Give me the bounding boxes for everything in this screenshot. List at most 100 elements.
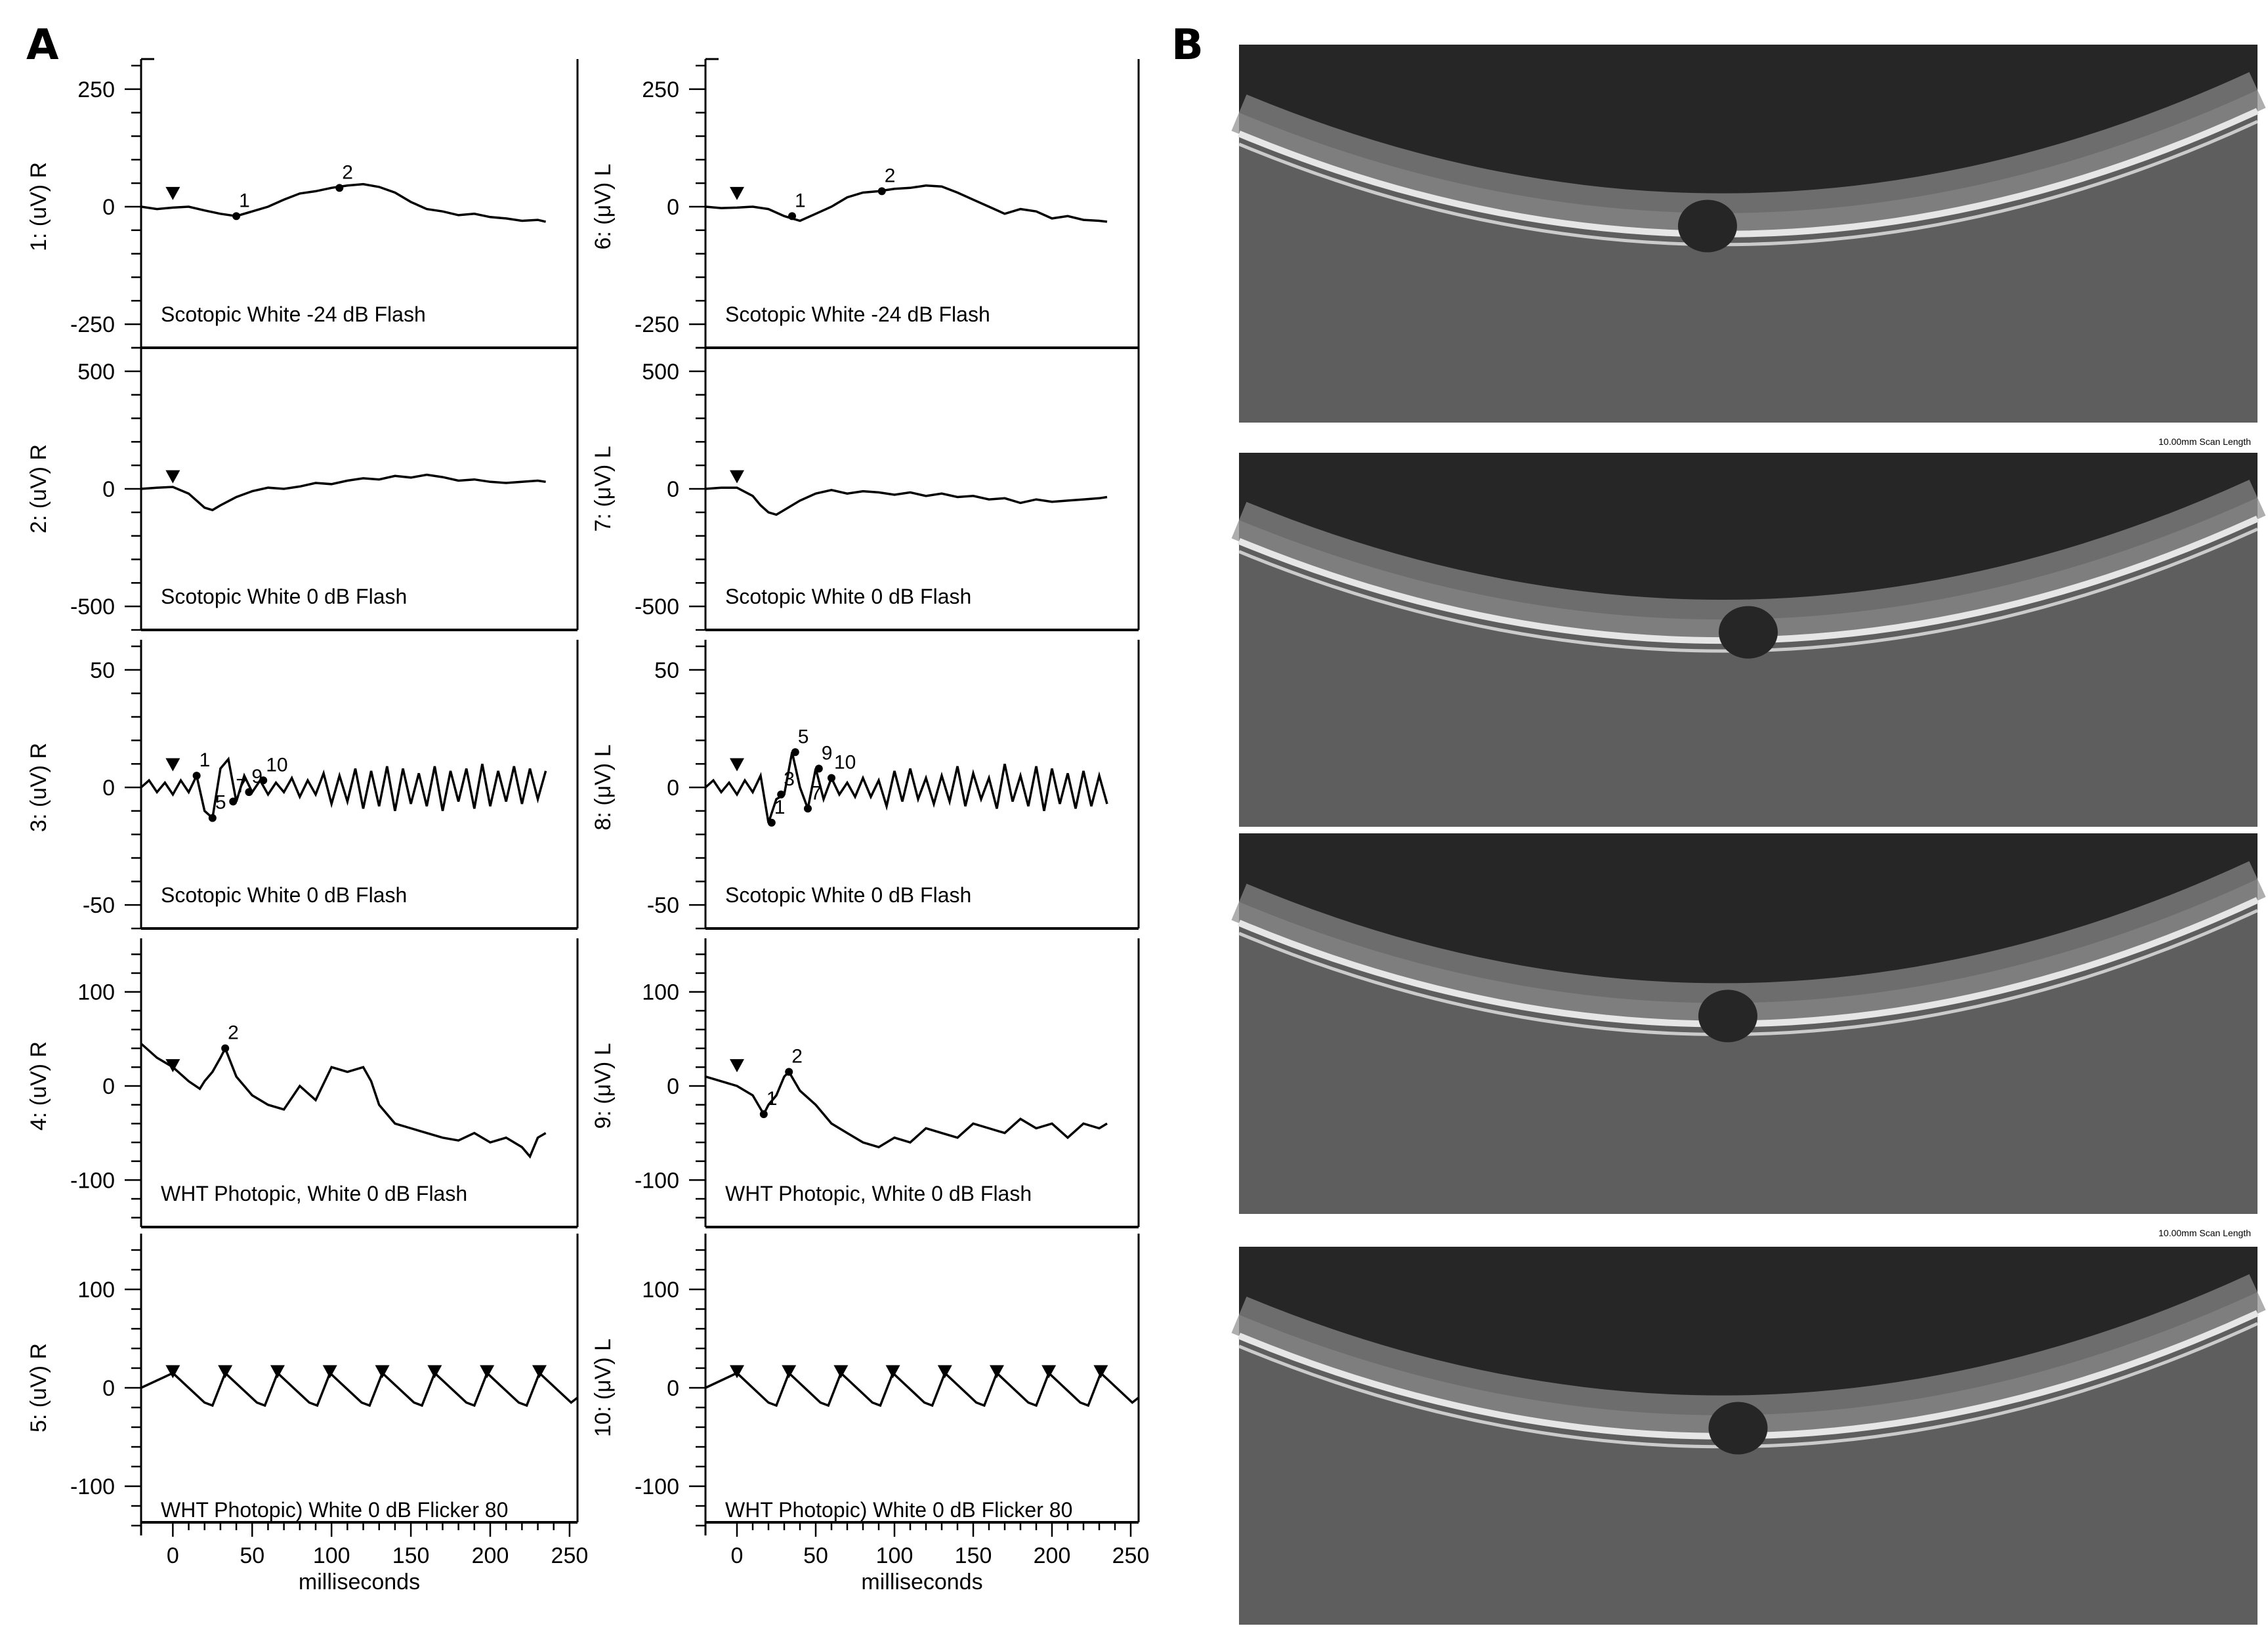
- trace-caption: WHT Photopic) White 0 dB Flicker 80: [725, 1498, 1072, 1522]
- stimulus-marker: [165, 1059, 180, 1073]
- y-tick-label: 100: [77, 1278, 115, 1303]
- peak-marker-label: 7: [810, 782, 822, 804]
- y-tick-label: 0: [667, 195, 679, 220]
- y-tick-label: -100: [635, 1168, 679, 1193]
- x-axis-label: milliseconds: [861, 1570, 982, 1595]
- peak-marker-label: 1: [200, 749, 211, 771]
- stimulus-marker: [427, 1365, 442, 1379]
- peak-marker-label: 5: [798, 726, 809, 747]
- trace-caption: Scotopic White -24 dB Flash: [725, 302, 990, 326]
- y-tick-label: 500: [77, 360, 115, 385]
- oct-foveal-pit: [1719, 606, 1778, 659]
- erg-trace-line: [140, 473, 546, 512]
- peak-marker-label: 1: [239, 190, 250, 211]
- panel-b-letter: B: [1171, 21, 1204, 70]
- oct-foveal-pit: [1698, 990, 1757, 1043]
- peak-marker-label: 1: [766, 1088, 778, 1110]
- erg-trace-line: [705, 1371, 1140, 1407]
- peak-marker-dot: [192, 772, 201, 780]
- oct-scans-panel: 10.00mm Scan Length 10.00mm Scan Length: [1231, 45, 2266, 1625]
- trace-caption: WHT Photopic) White 0 dB Flicker 80: [161, 1498, 508, 1522]
- peak-marker-dot: [229, 797, 238, 806]
- erg-trace-line: [140, 182, 546, 223]
- stimulus-marker: [165, 186, 180, 200]
- stimulus-marker: [730, 758, 744, 772]
- erg-trace-line: [140, 757, 547, 821]
- peak-marker-dot: [245, 788, 253, 797]
- y-tick-label: 0: [667, 1376, 679, 1401]
- stimulus-marker: [730, 1365, 744, 1379]
- stimulus-marker: [937, 1365, 952, 1379]
- y-tick-label: -100: [70, 1474, 115, 1499]
- oct-rpe-band: [1238, 108, 2259, 238]
- peak-marker-dot: [221, 1044, 230, 1053]
- y-axis-label: 7: (μV) L: [591, 446, 616, 532]
- erg-chart-7: 500 0 -500 7: (μV) L Scotopic White 0 dB Fla…: [591, 341, 1140, 631]
- stimulus-marker: [480, 1365, 495, 1379]
- y-tick-label: 500: [642, 360, 679, 385]
- oct-scan-3: 10.00mm Scan Length: [1231, 833, 2266, 1238]
- y-tick-label: -50: [83, 893, 115, 918]
- trace-caption: WHT Photopic, White 0 dB Flash: [725, 1182, 1032, 1205]
- stimulus-marker: [730, 1059, 744, 1073]
- x-tick-label: 150: [955, 1543, 992, 1568]
- y-axis-label: 10: (μV) L: [591, 1339, 616, 1437]
- peak-marker-label: 5: [215, 792, 226, 814]
- y-tick-label: 100: [642, 980, 679, 1005]
- erg-chart-6: 250 0 -250 6: (μV) L 1 2 Scotopic White -24 dB…: [591, 58, 1140, 349]
- stimulus-marker: [782, 1365, 797, 1379]
- peak-marker-dot: [767, 818, 776, 827]
- peak-marker-label: 7: [236, 776, 247, 797]
- y-tick-label: 0: [102, 477, 115, 502]
- erg-trace-line: [140, 1043, 547, 1159]
- erg-chart-9: 100 0 -100 9: (μV) L 12 WHT Photopic, White 0…: [591, 938, 1140, 1228]
- peak-marker-label: 1: [774, 797, 786, 818]
- y-tick-label: -100: [70, 1168, 115, 1193]
- stimulus-marker: [322, 1365, 337, 1379]
- peak-marker-label: 10: [266, 754, 287, 776]
- y-axis-label: 9: (μV) L: [591, 1043, 616, 1129]
- x-tick-label: 200: [472, 1543, 509, 1568]
- y-axis-label: 6: (μV) L: [591, 163, 616, 249]
- oct-scan-length-label: 10.00mm Scan Length: [2158, 436, 2251, 447]
- x-tick-label: 250: [1112, 1543, 1150, 1568]
- oct-foveal-pit: [1677, 199, 1737, 253]
- y-tick-label: 0: [667, 776, 679, 801]
- y-axis-label: 3: (uV) R: [26, 743, 51, 832]
- erg-chart-10: 100 0 -100 10: (μV) L WHT Photopic) White 0 …: [591, 1234, 1149, 1595]
- stimulus-marker: [165, 1365, 180, 1379]
- peak-marker-dot: [791, 748, 799, 757]
- peak-marker-label: 3: [784, 768, 795, 790]
- x-tick-label: 0: [167, 1543, 179, 1568]
- trace-caption: Scotopic White -24 dB Flash: [161, 302, 426, 326]
- y-tick-label: -100: [635, 1474, 679, 1499]
- y-tick-label: 100: [77, 980, 115, 1005]
- peak-marker-dot: [877, 187, 886, 196]
- y-axis-label: 1: (uV) R: [26, 162, 51, 251]
- peak-marker-dot: [335, 184, 344, 192]
- oct-scan-4: [1231, 1247, 2266, 1625]
- trace-caption: Scotopic White 0 dB Flash: [725, 883, 971, 907]
- erg-chart-1: 250 0 -250 1: (uV) R 1 2 Scotopic White -24 dB…: [26, 58, 579, 349]
- panel-a-letter: A: [26, 21, 59, 70]
- y-tick-label: 0: [102, 1376, 115, 1401]
- erg-chart-4: 100 0 -100 4: (uV) R 2 WHT Photopic, White 0 …: [26, 938, 579, 1228]
- peak-marker-dot: [804, 804, 812, 813]
- y-tick-label: 50: [90, 658, 115, 683]
- peak-marker-label: 2: [885, 165, 896, 186]
- oct-choroid-layer: [1239, 90, 2258, 423]
- peak-marker-dot: [788, 212, 796, 220]
- y-axis-label: 4: (uV) R: [26, 1041, 51, 1131]
- oct-retina-band: [1231, 72, 2266, 233]
- erg-trace-line: [704, 751, 1108, 824]
- x-tick-label: 0: [731, 1543, 744, 1568]
- y-tick-label: 250: [642, 77, 679, 102]
- stimulus-marker: [165, 758, 180, 772]
- x-tick-label: 100: [876, 1543, 914, 1568]
- x-tick-label: 250: [551, 1543, 589, 1568]
- erg-chart-3: 50 0 -50 3: (uV) R 157 910 Scotopic White 0 dB…: [26, 640, 579, 930]
- x-tick-label: 50: [803, 1543, 828, 1568]
- oct-choroid-layer: [1239, 879, 2258, 1214]
